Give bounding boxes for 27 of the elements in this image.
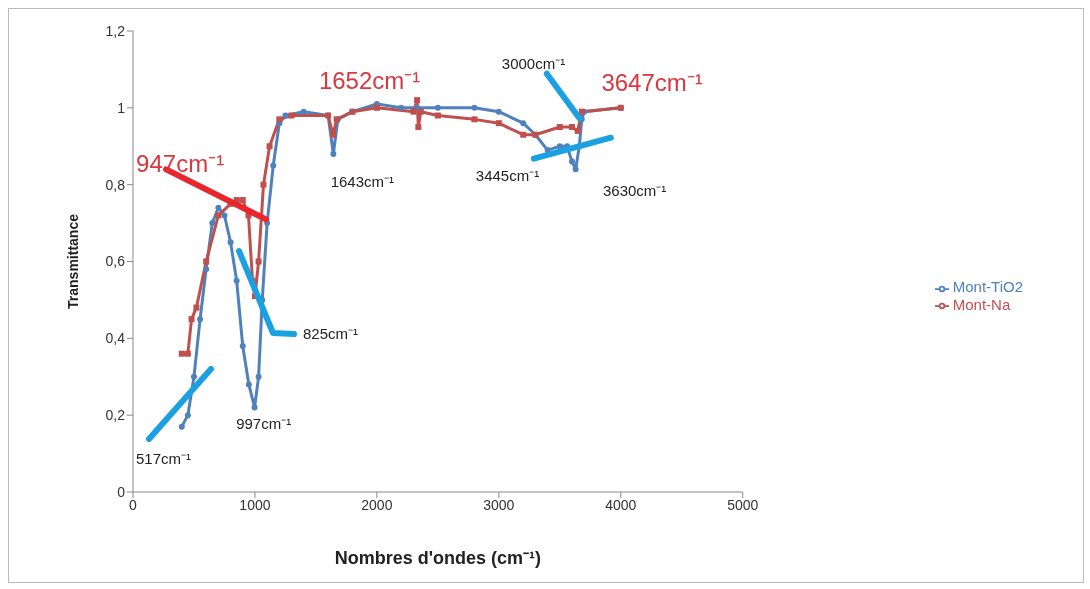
annotation: 1652cm⁻¹ — [318, 67, 421, 95]
annotation: 1643cm⁻¹ — [330, 172, 395, 190]
y-tick-label: 0,6 — [105, 253, 126, 270]
y-tick-label: 0 — [117, 483, 126, 500]
annotation: 3647cm⁻¹ — [601, 68, 703, 96]
x-tick-label: 4000 — [605, 496, 637, 513]
annotation: 3445cm⁻¹ — [475, 166, 540, 184]
x-axis-title: Nombres d'ondes (cm⁻¹) — [334, 548, 542, 568]
annotation: 947cm⁻¹ — [136, 150, 225, 178]
annotation: 3000cm⁻¹ — [501, 54, 566, 72]
y-tick-label: 1 — [117, 99, 126, 116]
y-axis-title: Transmittance — [64, 213, 81, 309]
annotation: 3630cm⁻¹ — [603, 182, 667, 200]
y-tick-label: 0,2 — [105, 407, 126, 424]
y-tick-label: 1,2 — [105, 22, 126, 39]
y-tick-label: 0,8 — [105, 176, 126, 193]
x-tick-label: 1000 — [239, 496, 271, 513]
x-tick-label: 3000 — [483, 496, 515, 513]
x-tick-label: 2000 — [361, 496, 393, 513]
annotation: 997cm⁻¹ — [236, 415, 292, 433]
annotation: 517cm⁻¹ — [136, 450, 192, 467]
x-tick-label: 5000 — [727, 496, 759, 513]
y-tick-label: 0,4 — [105, 330, 126, 347]
x-tick-label: 0 — [129, 496, 138, 513]
legend-label: Mont-TiO2 — [952, 278, 1023, 296]
annotation: 825cm⁻¹ — [303, 325, 359, 342]
legend-label: Mont-Na — [952, 295, 1011, 313]
